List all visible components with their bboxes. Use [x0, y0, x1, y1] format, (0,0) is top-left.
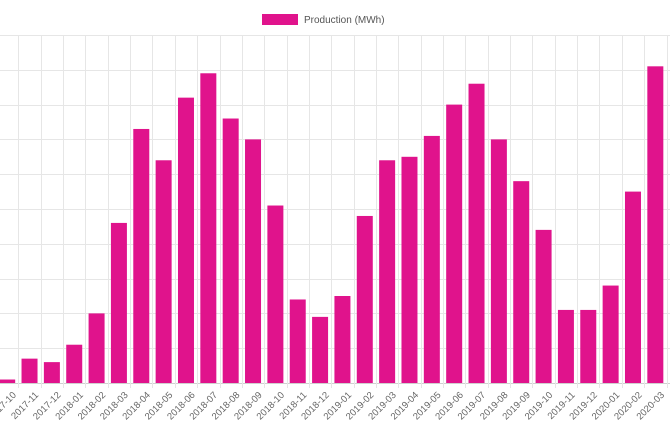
bar-2018-03[interactable] — [110, 222, 127, 383]
bar-2018-08[interactable] — [222, 118, 239, 384]
bar-2019-01[interactable] — [334, 296, 351, 383]
bar-2018-06[interactable] — [177, 97, 194, 383]
bar-2019-12[interactable] — [580, 309, 597, 383]
bar-2019-11[interactable] — [557, 309, 574, 383]
bar-2018-04[interactable] — [133, 128, 150, 383]
bar-2020-03[interactable] — [647, 66, 664, 383]
bar-2019-06[interactable] — [446, 104, 463, 383]
bar-2019-08[interactable] — [490, 139, 507, 383]
x-tick-labels: 2017-102017-112017-122018-012018-022018-… — [0, 390, 667, 422]
bar-2019-07[interactable] — [468, 83, 485, 383]
bar-layer — [0, 66, 664, 384]
bar-2019-04[interactable] — [401, 156, 418, 383]
bar-2018-09[interactable] — [245, 139, 262, 383]
bar-2017-10[interactable] — [0, 379, 16, 383]
bar-2019-02[interactable] — [356, 215, 373, 383]
grid-layer — [0, 35, 670, 388]
bar-2019-10[interactable] — [535, 229, 552, 383]
bar-2020-01[interactable] — [602, 285, 619, 383]
bar-2018-10[interactable] — [267, 205, 284, 383]
bar-2018-05[interactable] — [155, 160, 172, 383]
bar-2018-02[interactable] — [88, 313, 105, 383]
bar-2017-12[interactable] — [43, 362, 60, 383]
bar-2019-05[interactable] — [423, 135, 440, 383]
legend[interactable]: Production (MWh) — [262, 14, 385, 26]
bar-2018-07[interactable] — [200, 73, 217, 383]
bar-2018-11[interactable] — [289, 299, 306, 383]
bar-2020-02[interactable] — [624, 191, 641, 383]
bar-2019-09[interactable] — [513, 181, 530, 383]
bar-2018-01[interactable] — [66, 344, 83, 383]
bar-2017-11[interactable] — [21, 358, 38, 383]
bar-2018-12[interactable] — [312, 316, 329, 383]
legend-swatch[interactable] — [262, 14, 298, 25]
legend-label[interactable]: Production (MWh) — [304, 15, 385, 26]
bar-2019-03[interactable] — [379, 160, 396, 383]
